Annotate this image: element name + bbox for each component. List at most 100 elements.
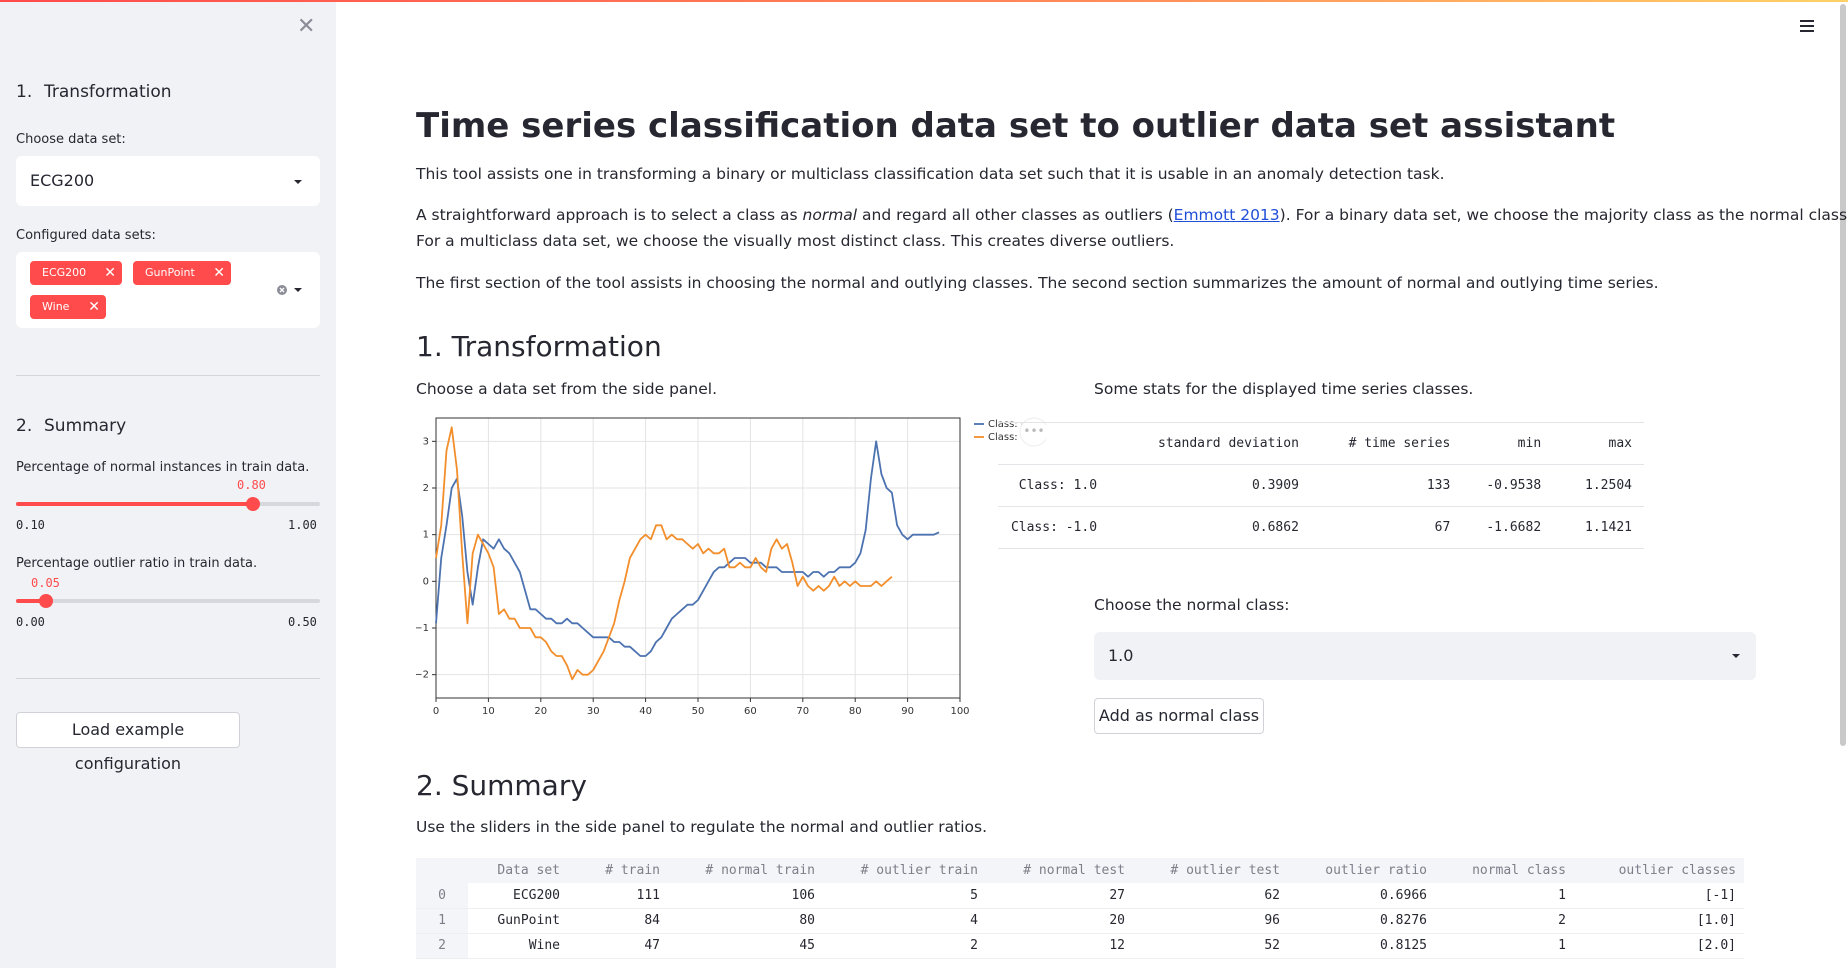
sidebar-divider <box>16 375 320 376</box>
summary-cell: 2 <box>1435 908 1574 934</box>
text-span: and regard all other classes as outliers… <box>857 206 1174 224</box>
page-title: Time series classification data set to o… <box>416 106 1616 146</box>
outlier-ratio-slider[interactable] <box>16 594 320 608</box>
x-tick-label: 50 <box>692 706 705 717</box>
summary-cell: 2 <box>823 933 986 959</box>
x-tick-label: 0 <box>433 706 439 717</box>
summary-header: # normal train <box>668 858 823 883</box>
text-span: For a multiclass data set, we choose the… <box>416 232 1175 250</box>
summary-header: Data set <box>468 858 568 883</box>
menu-icon[interactable] <box>1800 20 1814 35</box>
slider-min: 0.10 <box>16 518 45 532</box>
summary-header <box>416 858 468 883</box>
summary-cell: 84 <box>568 908 668 934</box>
configured-datasets-multiselect[interactable]: ECG200 ✕ GunPoint ✕ Wine ✕ <box>16 252 320 328</box>
normal-class-value: 1.0 <box>1108 646 1134 665</box>
y-tick-label: −2 <box>416 670 429 681</box>
configured-datasets-label: Configured data sets: <box>16 228 156 243</box>
sidebar-divider <box>16 678 320 679</box>
normal-class-select[interactable]: 1.0 <box>1094 632 1756 680</box>
summary-cell: 0.8276 <box>1288 908 1435 934</box>
stats-cell: 67 <box>1310 506 1463 549</box>
summary-cell: [1.0] <box>1574 908 1744 934</box>
close-sidebar-icon[interactable]: ✕ <box>297 14 316 39</box>
row-index: 0 <box>416 883 468 909</box>
add-normal-class-button[interactable]: Add as normal class <box>1094 698 1264 734</box>
x-tick-label: 80 <box>849 706 862 717</box>
slider-fill <box>16 502 253 506</box>
sections-text: The first section of the tool assists in… <box>416 274 1659 292</box>
tag-label: Wine <box>42 300 70 313</box>
tag-label: ECG200 <box>42 266 87 279</box>
stats-cell: -1.6682 <box>1462 506 1554 549</box>
clear-all-icon[interactable] <box>276 284 288 296</box>
remove-tag-icon[interactable]: ✕ <box>213 265 225 281</box>
load-example-button[interactable]: Load example configuration <box>16 712 240 773</box>
section-heading-transformation: 1. Transformation <box>416 330 662 363</box>
slider-max: 1.00 <box>288 518 317 532</box>
sidebar-section-summary: 2. Summary <box>16 416 126 436</box>
text-span: ). For a binary data set, we choose the … <box>1279 206 1848 224</box>
slider-fill <box>16 599 47 603</box>
summary-cell: GunPoint <box>468 908 568 934</box>
section-number: 2. <box>16 416 33 436</box>
choose-side-text: Choose a data set from the side panel. <box>416 380 718 398</box>
normal-ratio-slider[interactable] <box>16 497 320 511</box>
outlier-ratio-value: 0.05 <box>31 576 60 590</box>
summary-cell: Wine <box>468 933 568 959</box>
x-tick-label: 90 <box>901 706 914 717</box>
sidebar: ✕ 1. Transformation Choose data set: ECG2… <box>0 2 336 968</box>
stats-cell: 1.2504 <box>1553 464 1644 507</box>
emmott-link[interactable]: Emmott 2013 <box>1173 206 1280 224</box>
summary-cell: 5 <box>823 883 986 909</box>
stats-header: standard deviation <box>1109 422 1311 465</box>
summary-cell: [2.0] <box>1574 933 1744 959</box>
summary-cell: 1 <box>1435 883 1574 909</box>
summary-header: normal class <box>1435 858 1574 883</box>
emphasis-normal: normal <box>802 206 858 224</box>
top-accent-bar <box>0 0 1848 2</box>
section-number: 1. <box>16 82 33 102</box>
summary-cell: 62 <box>1133 883 1288 909</box>
x-tick-label: 10 <box>482 706 495 717</box>
stats-cell: 0.6862 <box>1109 506 1311 549</box>
dataset-select[interactable]: ECG200 <box>16 156 320 206</box>
y-tick-label: 1 <box>423 530 429 541</box>
x-tick-label: 70 <box>796 706 809 717</box>
summary-header: # outlier test <box>1133 858 1288 883</box>
scrollbar[interactable] <box>1840 4 1846 746</box>
summary-cell: 0.8125 <box>1288 933 1435 959</box>
remove-tag-icon[interactable]: ✕ <box>88 299 100 315</box>
summary-cell: 106 <box>668 883 823 909</box>
section-label: Summary <box>44 416 127 436</box>
stats-cell: Class: 1.0 <box>998 464 1110 507</box>
summary-header: # normal test <box>986 858 1133 883</box>
summary-row: 1 GunPoint 84 80 4 20 96 0.8276 2 [1.0] <box>416 908 1744 934</box>
remove-tag-icon[interactable]: ✕ <box>104 265 116 281</box>
chevron-down-icon <box>294 180 302 184</box>
stats-table: standard deviation # time series min max… <box>998 422 1644 549</box>
summary-cell: 96 <box>1133 908 1288 934</box>
slider-thumb[interactable] <box>39 594 54 608</box>
summary-header: outlier classes <box>1574 858 1744 883</box>
summary-cell: [-1] <box>1574 883 1744 909</box>
summary-cell: 1 <box>1435 933 1574 959</box>
choose-dataset-label: Choose data set: <box>16 132 126 147</box>
summary-header: # outlier train <box>823 858 986 883</box>
y-tick-label: 0 <box>423 576 429 587</box>
x-tick-label: 40 <box>639 706 652 717</box>
summary-cell: ECG200 <box>468 883 568 909</box>
summary-table: Data set # train # normal train # outlie… <box>416 858 1744 959</box>
slider-min: 0.00 <box>16 615 45 629</box>
main-content: Time series classification data set to o… <box>336 2 1848 968</box>
chevron-down-icon[interactable] <box>294 288 302 292</box>
slider-thumb[interactable] <box>245 497 260 511</box>
sidebar-section-transformation: 1. Transformation <box>16 82 172 102</box>
tag-label: GunPoint <box>145 266 195 279</box>
x-tick-label: 100 <box>950 706 969 717</box>
stats-cell: 0.3909 <box>1109 464 1311 507</box>
series-line-0 <box>435 440 940 657</box>
summary-caption: Use the sliders in the side panel to reg… <box>416 818 988 836</box>
approach-text: A straightforward approach is to select … <box>416 202 1848 254</box>
